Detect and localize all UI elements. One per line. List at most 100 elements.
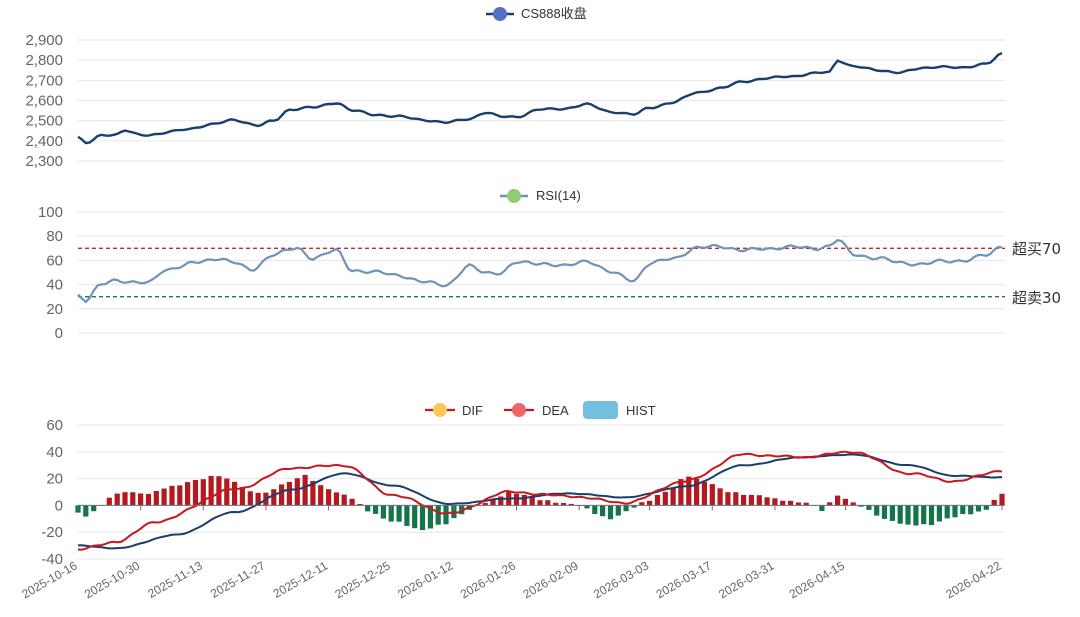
hist-bar-negative bbox=[419, 505, 426, 531]
hist-bar-positive bbox=[130, 492, 136, 506]
hist-bar-positive bbox=[122, 492, 128, 506]
hist-bar-positive bbox=[106, 497, 112, 506]
y-tick-label: 2,400 bbox=[25, 133, 63, 150]
hist-bar-positive bbox=[654, 495, 661, 506]
hist-bar-negative bbox=[365, 505, 371, 512]
rsi-legend[interactable]: RSI(14) bbox=[500, 188, 581, 203]
hist-bar-positive bbox=[639, 502, 645, 506]
dif-legend-dot bbox=[433, 403, 447, 417]
y-tick-label: 2,600 bbox=[25, 93, 63, 110]
y-tick-label: 20 bbox=[46, 471, 63, 488]
hist-bar-positive bbox=[529, 496, 535, 506]
rsi-grid bbox=[78, 211, 1005, 334]
hist-bar-negative bbox=[412, 505, 418, 529]
hist-bar-positive bbox=[560, 503, 567, 506]
hist-bar-negative bbox=[615, 505, 621, 516]
price-legend[interactable]: CS888收盘 bbox=[486, 6, 587, 21]
macd-legend[interactable]: DIF DEA HIST bbox=[425, 401, 656, 419]
hist-bar-positive bbox=[333, 492, 339, 506]
y-tick-label: 60 bbox=[46, 417, 63, 434]
hist-bar-negative bbox=[459, 505, 465, 515]
x-tick-label: 2025-11-27 bbox=[208, 558, 268, 601]
hist-bar-negative bbox=[592, 505, 598, 514]
hist-bar-positive bbox=[850, 502, 856, 506]
rsi-legend-label: RSI(14) bbox=[536, 188, 581, 203]
hist-bar-negative bbox=[897, 505, 903, 524]
hist-bar-positive bbox=[537, 500, 543, 506]
hist-bar-positive bbox=[349, 498, 355, 506]
hist-bar-positive bbox=[318, 485, 324, 506]
y-tick-label: 60 bbox=[46, 252, 63, 269]
hist-bar-positive bbox=[192, 480, 199, 506]
hist-bar-positive bbox=[733, 492, 739, 506]
hist-bar-positive bbox=[247, 491, 253, 506]
hist-bar-negative bbox=[858, 505, 864, 507]
hist-bar-positive bbox=[114, 493, 120, 506]
dea-line bbox=[77, 453, 1003, 550]
y-tick-label: 100 bbox=[38, 204, 63, 221]
hist-bar-positive bbox=[756, 495, 762, 506]
hist-bar-positive bbox=[357, 504, 363, 506]
hist-bar-positive bbox=[326, 489, 332, 506]
hist-bar-negative bbox=[881, 505, 888, 519]
hist-bar-positive bbox=[788, 500, 794, 506]
y-tick-label: 2,300 bbox=[25, 153, 63, 170]
hist-bar-positive bbox=[177, 485, 183, 506]
hist-bar-negative bbox=[373, 505, 379, 514]
y-tick-label: 40 bbox=[46, 277, 63, 294]
x-tick-label: 2026-03-31 bbox=[716, 558, 776, 601]
y-tick-label: -40 bbox=[41, 551, 63, 568]
overbought-label: 超买70 bbox=[1012, 240, 1061, 258]
hist-bar-positive bbox=[568, 503, 574, 506]
price-legend-dot bbox=[493, 7, 507, 21]
hist-bar-negative bbox=[936, 505, 942, 522]
hist-bar-positive bbox=[991, 499, 997, 506]
x-tick-label: 2026-04-22 bbox=[943, 558, 1003, 601]
hist-bar-positive bbox=[294, 478, 300, 506]
hist-bar-positive bbox=[255, 492, 261, 506]
y-tick-label: 20 bbox=[46, 301, 63, 318]
hist-bar-negative bbox=[944, 505, 950, 519]
rsi-line bbox=[77, 239, 1003, 304]
hist-legend-label: HIST bbox=[626, 403, 656, 418]
hist-bar-positive bbox=[545, 500, 551, 506]
x-tick-label: 2026-03-03 bbox=[591, 558, 651, 601]
hist-bar-negative bbox=[396, 505, 402, 522]
hist-bar-positive bbox=[701, 481, 707, 506]
hist-bar-negative bbox=[889, 505, 895, 521]
hist-bar-positive bbox=[145, 493, 152, 506]
hist-bar-positive bbox=[232, 481, 238, 506]
dif-legend-label: DIF bbox=[462, 403, 483, 418]
hist-bar-positive bbox=[694, 478, 700, 506]
hist-bar-negative bbox=[443, 505, 449, 525]
hist-bar-positive bbox=[678, 479, 684, 506]
hist-bar-positive bbox=[764, 497, 770, 506]
hist-bar-negative bbox=[866, 505, 872, 510]
y-tick-label: 2,900 bbox=[25, 32, 63, 49]
hist-bar-negative bbox=[380, 505, 386, 519]
hist-bar-positive bbox=[208, 475, 214, 506]
x-tick-label: 2025-12-25 bbox=[333, 558, 393, 601]
hist-bar-positive bbox=[302, 474, 308, 506]
hist-bar-positive bbox=[827, 502, 833, 506]
hist-bar-negative bbox=[968, 505, 974, 515]
hist-bar-positive bbox=[647, 500, 653, 506]
hist-bar-positive bbox=[482, 502, 488, 506]
hist-bar-positive bbox=[138, 493, 144, 506]
y-tick-label: -20 bbox=[41, 524, 63, 541]
hist-bar-positive bbox=[780, 500, 786, 506]
hist-bar-negative bbox=[404, 505, 410, 526]
hist-bar-negative bbox=[960, 505, 966, 515]
y-tick-label: 2,800 bbox=[25, 52, 63, 69]
hist-bar-negative bbox=[435, 505, 441, 525]
hist-bar-negative bbox=[388, 505, 394, 522]
hist-bar-positive bbox=[310, 480, 316, 506]
hist-bar-positive bbox=[662, 491, 668, 506]
hist-bar-negative bbox=[983, 505, 989, 510]
hist-bar-negative bbox=[451, 505, 457, 519]
hist-bar-positive bbox=[803, 502, 809, 506]
hist-bar-positive bbox=[239, 487, 245, 506]
hist-bar-negative bbox=[584, 505, 590, 509]
y-tick-label: 2,500 bbox=[25, 113, 63, 130]
rsi-legend-dot bbox=[507, 189, 521, 203]
